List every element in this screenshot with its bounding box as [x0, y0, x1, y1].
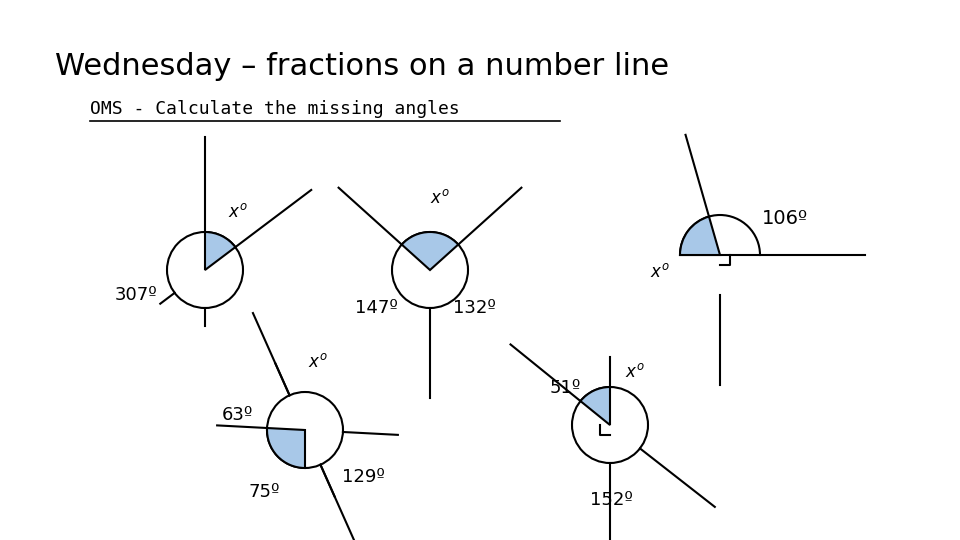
- Wedge shape: [680, 217, 720, 255]
- Text: 75º: 75º: [248, 483, 279, 501]
- Text: 51º: 51º: [550, 379, 582, 397]
- Text: OMS - Calculate the missing angles: OMS - Calculate the missing angles: [90, 100, 460, 118]
- Wedge shape: [402, 232, 458, 270]
- Text: $x^o$: $x^o$: [625, 363, 645, 381]
- Text: 147º: 147º: [355, 299, 397, 317]
- Text: 152º: 152º: [590, 491, 633, 509]
- Wedge shape: [267, 428, 305, 468]
- Text: Wednesday – fractions on a number line: Wednesday – fractions on a number line: [55, 52, 669, 81]
- Text: $x^o$: $x^o$: [228, 203, 248, 221]
- Text: 106º: 106º: [762, 208, 808, 227]
- Wedge shape: [581, 387, 610, 425]
- Text: 307º: 307º: [115, 286, 157, 304]
- Wedge shape: [205, 232, 235, 270]
- Text: $x^o$: $x^o$: [308, 353, 327, 371]
- Text: $x^o$: $x^o$: [650, 263, 670, 281]
- Wedge shape: [680, 215, 760, 255]
- Text: 129º: 129º: [342, 468, 385, 486]
- Text: 132º: 132º: [453, 299, 496, 317]
- Text: $x^o$: $x^o$: [430, 189, 449, 207]
- Text: 63º: 63º: [222, 406, 253, 424]
